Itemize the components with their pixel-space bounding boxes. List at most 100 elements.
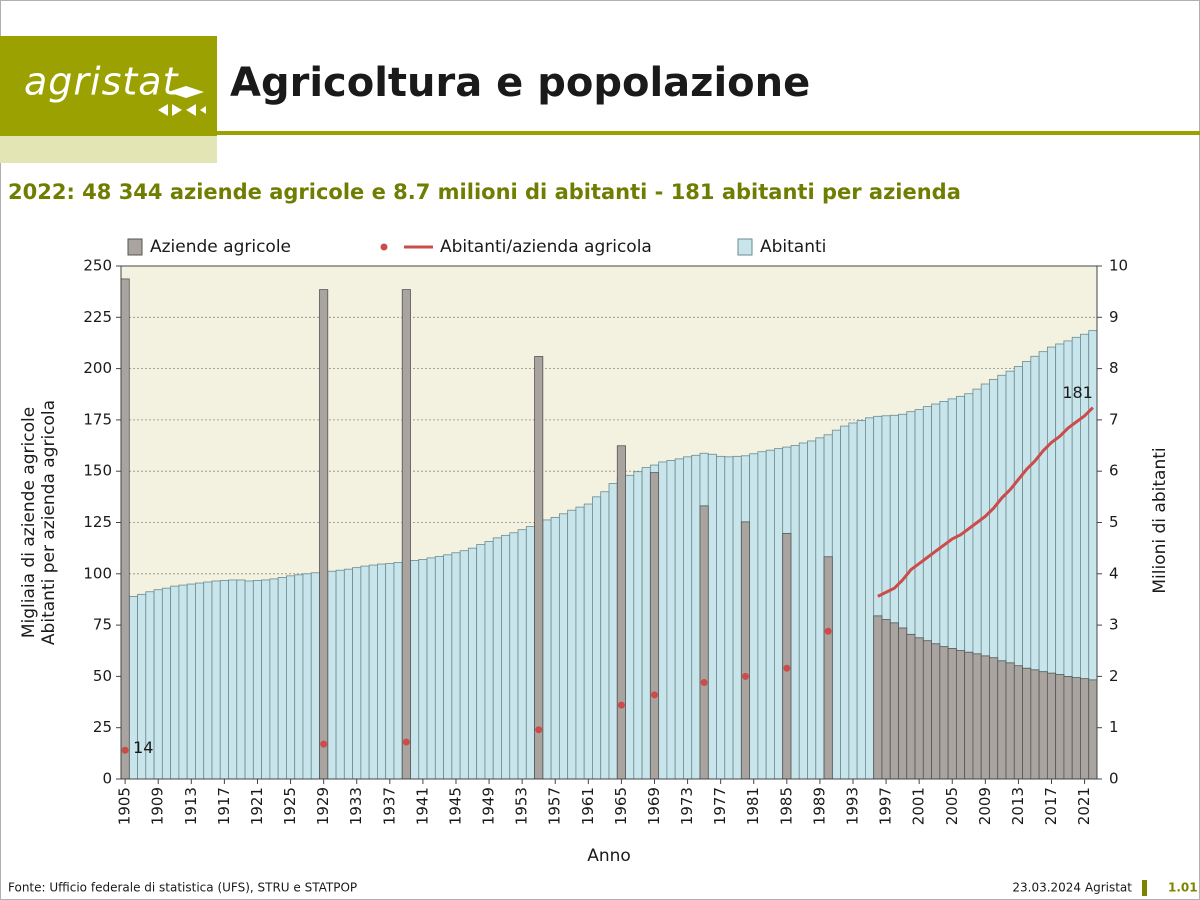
x-tick-label: 2013 xyxy=(1009,787,1027,825)
bar xyxy=(955,650,966,780)
subtitle: 2022: 48 344 aziende agricole e 8.7 mili… xyxy=(8,180,961,204)
x-tick-label: 2001 xyxy=(910,787,928,825)
bar xyxy=(898,627,908,780)
x-tick-label: 1973 xyxy=(678,787,696,825)
y2-tick-label: 1 xyxy=(1109,718,1119,736)
point xyxy=(650,691,658,699)
bar xyxy=(889,622,899,780)
bar xyxy=(906,633,916,780)
bar xyxy=(964,651,974,780)
bar xyxy=(782,532,792,780)
bar xyxy=(236,579,246,780)
legend-label: Abitanti/azienda agricola xyxy=(440,237,652,257)
y-axis-title: Migliaia di aziende agricole xyxy=(19,407,39,638)
bar xyxy=(649,472,660,780)
bar xyxy=(914,637,924,780)
bar xyxy=(161,587,172,780)
bar xyxy=(658,461,668,780)
bar xyxy=(674,458,684,780)
bar xyxy=(1013,665,1023,780)
bar xyxy=(707,453,717,780)
bar xyxy=(641,467,651,780)
plot-frame xyxy=(120,265,1098,780)
legend-swatch xyxy=(127,238,143,256)
x-tick-label: 1961 xyxy=(579,787,597,825)
y-tick-label: 50 xyxy=(93,667,112,685)
bar xyxy=(418,559,428,780)
bar xyxy=(186,583,196,780)
bar xyxy=(517,529,527,780)
bar xyxy=(972,653,982,780)
bar xyxy=(310,572,320,780)
point xyxy=(700,679,708,687)
bar xyxy=(261,579,271,780)
y2-axis-title: Milioni di abitanti xyxy=(1150,447,1170,593)
y2-tick-label: 0 xyxy=(1109,770,1119,788)
bar xyxy=(583,503,593,780)
bar xyxy=(1005,662,1015,780)
page-title: Agricoltura e popolazione xyxy=(230,60,810,106)
bar xyxy=(525,526,535,780)
x-tick-label: 2005 xyxy=(943,787,961,825)
footer-bar xyxy=(1142,880,1147,896)
point xyxy=(402,738,410,746)
x-tick-label: 1969 xyxy=(645,787,663,825)
x-tick-label: 1925 xyxy=(281,787,299,825)
x-tick-label: 1941 xyxy=(413,787,431,825)
bar xyxy=(484,541,494,780)
x-tick-label: 1933 xyxy=(347,787,365,825)
bar xyxy=(451,552,461,780)
y2-tick-label: 4 xyxy=(1109,564,1119,582)
bar xyxy=(195,582,205,780)
bar xyxy=(633,471,643,780)
bar xyxy=(807,440,817,780)
bar xyxy=(1055,674,1065,780)
x-tick-label: 1965 xyxy=(612,787,630,825)
x-tick-label: 1913 xyxy=(182,787,200,825)
bar xyxy=(252,580,263,780)
bar xyxy=(335,569,345,780)
x-tick-label: 1953 xyxy=(513,787,531,825)
bar xyxy=(509,532,519,780)
bar xyxy=(410,560,420,780)
bar xyxy=(856,420,866,780)
x-tick-label: 1993 xyxy=(844,787,862,825)
logo-text: agristat xyxy=(24,60,180,104)
header-rule xyxy=(217,131,1200,135)
bar xyxy=(683,456,693,780)
point xyxy=(535,726,543,734)
bar xyxy=(939,646,949,780)
bar xyxy=(1030,669,1040,780)
bar xyxy=(542,519,552,780)
bar xyxy=(368,564,378,780)
logo-band xyxy=(0,136,217,163)
bar xyxy=(798,442,808,780)
bar xyxy=(765,449,775,780)
bar xyxy=(815,437,825,780)
bar xyxy=(848,422,858,780)
x-tick-label: 1929 xyxy=(314,787,332,825)
bar xyxy=(873,615,883,780)
bar xyxy=(922,640,932,780)
bar xyxy=(881,619,891,780)
bar xyxy=(666,460,676,780)
bar xyxy=(467,547,478,780)
point xyxy=(121,746,129,754)
x-tick-label: 1981 xyxy=(744,787,762,825)
y-tick-label: 225 xyxy=(83,308,112,326)
bar xyxy=(1063,676,1073,780)
x-tick-label: 1909 xyxy=(149,787,167,825)
y2-tick-label: 8 xyxy=(1109,359,1119,377)
x-tick-label: 1905 xyxy=(116,787,134,825)
bar xyxy=(600,491,610,780)
x-tick-label: 1997 xyxy=(877,787,895,825)
y2-tick-label: 2 xyxy=(1109,667,1119,685)
bar xyxy=(575,506,585,780)
y-tick-label: 75 xyxy=(93,616,112,634)
y-axis-title: Abitanti per azienda agricola xyxy=(39,400,59,645)
y2-tick-label: 10 xyxy=(1109,257,1128,275)
bar xyxy=(228,579,238,780)
y2-tick-label: 5 xyxy=(1109,513,1119,531)
footer-date: 23.03.2024 Agristat xyxy=(1012,881,1132,895)
